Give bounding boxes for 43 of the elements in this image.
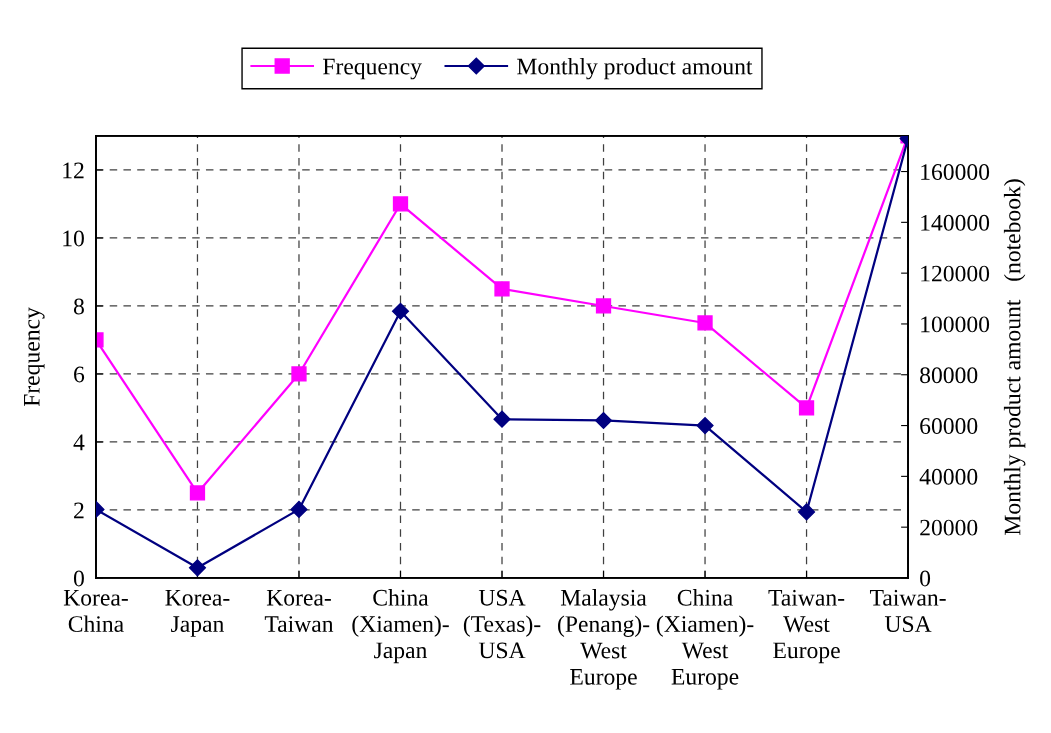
point <box>391 302 410 320</box>
point <box>595 298 612 314</box>
point <box>697 315 713 331</box>
y-tick-label: 10 <box>63 230 84 247</box>
x-tick-label: USA (Texas)- USA <box>463 589 541 659</box>
x-tick-label: China (Xiamen)- Japan <box>352 589 449 664</box>
x-tick-label: Korea- China <box>63 590 128 633</box>
point <box>797 503 816 521</box>
point <box>594 411 613 430</box>
x-tick-label: Korea- Taiwan <box>264 590 334 633</box>
point <box>494 281 510 297</box>
point <box>188 559 207 577</box>
y-axis-title: Frequency <box>24 307 45 407</box>
y2-axis-title: Monthly product amount (notebook) <box>1003 179 1026 535</box>
point <box>392 196 409 212</box>
y-tick-label: 4 <box>73 434 85 451</box>
y2-tick-label: 80000 <box>920 367 978 384</box>
y2-tick-label: 40000 <box>919 468 978 485</box>
point <box>291 366 307 382</box>
y2-tick-label: 140000 <box>921 214 990 231</box>
x-tick-label: Taiwan- USA <box>869 589 946 633</box>
y2-tick-label: 20000 <box>920 519 978 536</box>
y-tick-label: 6 <box>74 366 85 383</box>
point <box>798 400 815 416</box>
y-tick-label: 0 <box>73 570 84 587</box>
x-tick-label: Taiwan- West Europe <box>768 589 845 664</box>
y2-tick-label: 120000 <box>921 265 990 282</box>
x-tick-label: Korea- Japan <box>165 590 230 637</box>
x-tick-label: China (Xiamen)- West Europe <box>656 589 754 690</box>
x-tick-label: Malaysia (Penang)- West Europe <box>558 589 650 690</box>
legend-label: Monthly product amount <box>517 57 753 80</box>
point <box>290 500 308 518</box>
y2-tick-label: 60000 <box>920 418 978 434</box>
point <box>493 410 511 428</box>
y2-tick-label: 0 <box>920 570 931 587</box>
point <box>696 417 714 435</box>
y-tick-label: 12 <box>63 162 84 179</box>
point <box>189 485 206 501</box>
y-tick-label: 2 <box>74 502 84 519</box>
y2-tick-label: 160000 <box>921 164 990 180</box>
legend-label: Frequency <box>323 58 422 80</box>
y-tick-label: 8 <box>73 298 84 315</box>
y2-tick-label: 100000 <box>921 316 990 333</box>
